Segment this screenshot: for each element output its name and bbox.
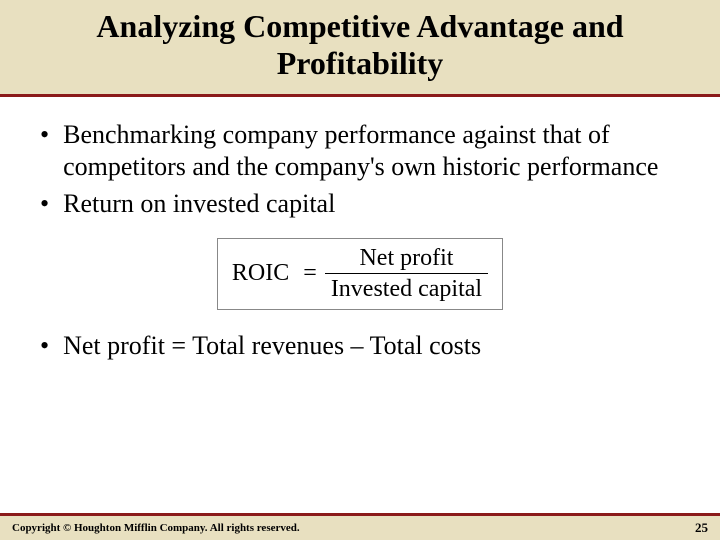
bullet-item: • Net profit = Total revenues – Total co…: [40, 330, 680, 363]
formula-numerator: Net profit: [353, 245, 459, 273]
formula-lhs: ROIC: [232, 260, 289, 287]
slide-title: Analyzing Competitive Advantage and Prof…: [20, 8, 700, 82]
footer-copyright: Copyright © Houghton Mifflin Company. Al…: [12, 522, 300, 534]
footer-page-number: 25: [695, 520, 708, 536]
footer-band: Copyright © Houghton Mifflin Company. Al…: [0, 513, 720, 540]
bullet-item: • Benchmarking company performance again…: [40, 119, 680, 184]
formula-denominator: Invested capital: [325, 273, 488, 302]
bullet-dot-icon: •: [40, 188, 49, 221]
formula-fraction: Net profit Invested capital: [325, 245, 488, 303]
formula-equals: =: [303, 260, 317, 287]
title-band: Analyzing Competitive Advantage and Prof…: [0, 0, 720, 97]
bullet-dot-icon: •: [40, 330, 49, 363]
bullet-text: Return on invested capital: [63, 188, 335, 221]
roic-formula: ROIC = Net profit Invested capital: [217, 238, 503, 310]
bullet-text: Net profit = Total revenues – Total cost…: [63, 330, 481, 363]
formula-container: ROIC = Net profit Invested capital: [40, 238, 680, 310]
content-area: • Benchmarking company performance again…: [0, 97, 720, 363]
bullet-text: Benchmarking company performance against…: [63, 119, 680, 184]
bullet-item: • Return on invested capital: [40, 188, 680, 221]
bullet-dot-icon: •: [40, 119, 49, 152]
